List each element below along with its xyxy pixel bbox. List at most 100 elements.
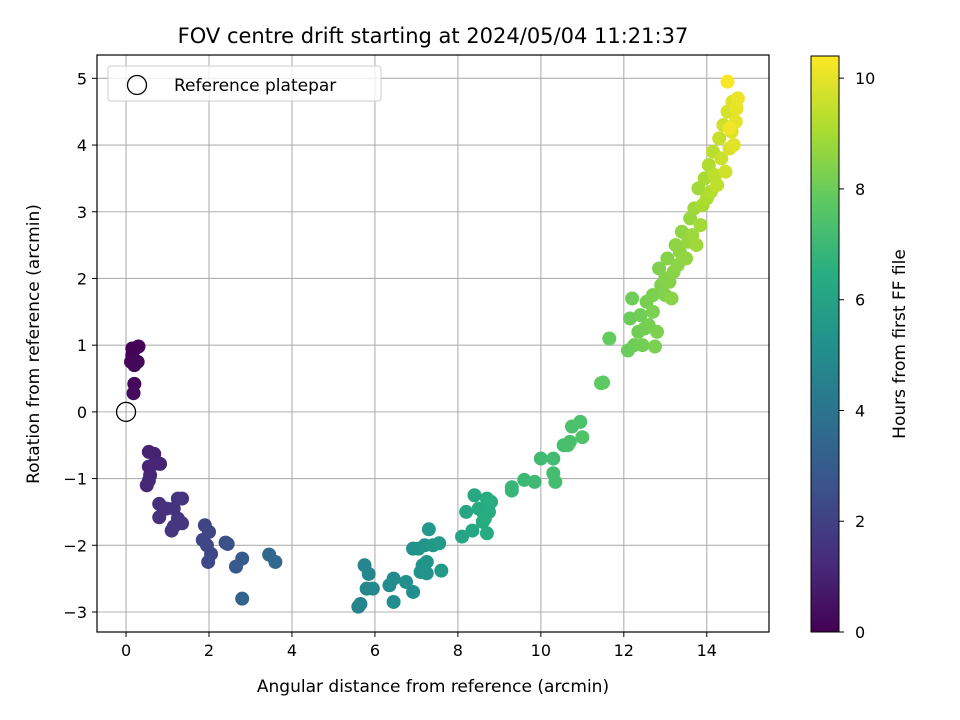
data-point [434, 563, 449, 578]
data-point [679, 251, 694, 266]
data-point [235, 551, 250, 566]
data-point [602, 331, 617, 346]
x-tick-label: 4 [287, 641, 297, 660]
data-point [465, 523, 480, 538]
data-point [647, 339, 662, 354]
data-point [726, 138, 741, 153]
data-point [477, 511, 492, 526]
reference-marker [115, 401, 137, 423]
data-point [652, 261, 667, 276]
x-tick-label: 8 [453, 641, 463, 660]
y-axis-ticks: −3 −2 −1 0 1 2 3 4 5 [63, 69, 97, 622]
y-tick-label: −2 [63, 536, 87, 555]
data-point [125, 341, 140, 356]
data-point [419, 566, 434, 581]
data-point [202, 524, 216, 539]
data-point [645, 304, 660, 319]
data-point [527, 474, 542, 489]
data-point [421, 522, 436, 537]
data-point [575, 430, 590, 445]
data-point [130, 354, 145, 369]
data-point [546, 451, 561, 466]
data-point [562, 434, 577, 449]
y-tick-label: 0 [77, 403, 87, 422]
data-point [714, 151, 729, 166]
data-point [365, 581, 380, 596]
data-point [147, 456, 162, 471]
x-axis-ticks: 0 2 4 6 8 10 12 14 [121, 632, 717, 660]
colorbar-tick-label: 2 [855, 512, 865, 531]
colorbar-tick-label: 10 [855, 69, 875, 88]
chart-title: FOV centre drift starting at 2024/05/04 … [178, 24, 689, 48]
legend-marker-icon [126, 74, 148, 96]
data-point [660, 251, 675, 266]
data-point [164, 523, 179, 538]
data-point [691, 181, 706, 196]
legend-box [107, 65, 382, 102]
data-point [432, 536, 447, 551]
data-point [722, 121, 737, 136]
data-point [141, 473, 156, 488]
colorbar-ticks: 0 2 4 6 8 10 [839, 69, 875, 642]
data-point [220, 536, 235, 551]
data-point [484, 494, 499, 509]
x-tick-label: 14 [697, 641, 717, 660]
x-tick-label: 12 [614, 641, 634, 660]
data-point [504, 483, 519, 498]
data-point [406, 584, 421, 599]
colorbar-label: Hours from first FF file [890, 249, 910, 439]
data-point [625, 291, 640, 306]
data-point [689, 238, 704, 253]
y-tick-label: −1 [63, 470, 87, 489]
data-point [126, 386, 141, 401]
x-tick-label: 10 [531, 641, 551, 660]
data-point [353, 596, 368, 611]
data-point [712, 131, 727, 146]
data-point [693, 218, 708, 233]
data-point [479, 526, 494, 541]
x-axis-label: Angular distance from reference (arcmin) [257, 677, 609, 697]
y-tick-label: 1 [77, 336, 87, 355]
y-tick-label: 2 [77, 269, 87, 288]
data-point [548, 474, 563, 489]
x-tick-label: 6 [370, 641, 380, 660]
data-point [235, 591, 250, 606]
data-point [201, 554, 216, 569]
data-point [596, 375, 611, 390]
data-point [635, 338, 650, 353]
y-tick-label: 4 [77, 136, 87, 155]
data-point [650, 324, 664, 339]
data-point [361, 566, 376, 581]
legend: Reference platepar [107, 65, 382, 102]
colorbar-tick-label: 4 [855, 401, 865, 420]
legend-label: Reference platepar [174, 76, 336, 96]
colorbar-tick-label: 8 [855, 180, 865, 199]
colorbar-tick-label: 6 [855, 291, 865, 310]
data-point [455, 529, 470, 544]
reference-point [115, 401, 137, 423]
colorbar: 0 2 4 6 8 10 Hours from first FF file [810, 55, 910, 642]
data-point [720, 74, 735, 89]
data-point [573, 414, 588, 429]
data-point [645, 288, 660, 303]
y-tick-label: 3 [77, 203, 87, 222]
colorbar-tick-label: 0 [855, 623, 865, 642]
colorbar-gradient [810, 55, 840, 633]
data-point [399, 574, 414, 589]
data-point [533, 451, 548, 466]
data-point [152, 510, 167, 525]
y-tick-label: 5 [77, 69, 87, 88]
data-point [175, 491, 190, 506]
y-tick-label: −3 [63, 603, 87, 622]
y-axis-label: Rotation from reference (arcmin) [24, 204, 44, 484]
data-point [633, 308, 648, 323]
data-point [701, 158, 716, 173]
data-point [459, 504, 474, 519]
data-point [386, 571, 401, 586]
data-point [517, 472, 532, 487]
x-tick-label: 0 [121, 641, 131, 660]
data-point [710, 178, 725, 193]
data-point [664, 291, 679, 306]
data-point [419, 554, 434, 569]
